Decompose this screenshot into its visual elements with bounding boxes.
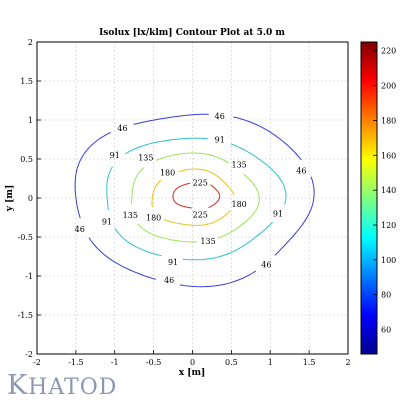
contour-label-135: 135	[123, 211, 138, 220]
x-tick-label: -0.5	[146, 358, 161, 367]
contour-line-91	[231, 143, 287, 198]
x-tick-label: 0.5	[225, 358, 238, 367]
contour-label-135: 135	[200, 237, 215, 246]
contour-line-135	[155, 152, 230, 164]
logo-text: HATOD	[28, 375, 118, 400]
contour-line-225	[172, 182, 192, 209]
contour-label-180: 180	[146, 214, 161, 223]
contour-label-180: 180	[232, 200, 247, 209]
colorbar-ticks: 60 80 100 120 140 160 180 200 220	[373, 47, 396, 335]
x-tick-label: -2	[33, 358, 41, 367]
contour-line-180	[178, 168, 235, 196]
colorbar-tick-label: 180	[381, 116, 396, 125]
contour-label-91: 91	[215, 136, 225, 145]
x-axis-label: x [m]	[179, 368, 206, 378]
x-tick-label: 0	[190, 358, 195, 367]
contour-line-46	[88, 237, 156, 280]
contour-label-46: 46	[296, 167, 306, 176]
x-tick-label: -1.5	[68, 358, 83, 367]
contour-line-180	[151, 179, 162, 207]
contour-line-135	[243, 173, 260, 199]
logo-initial: K	[7, 370, 29, 401]
y-tick-label: 0.5	[20, 155, 33, 164]
y-tick-label: 1.5	[20, 77, 33, 86]
contour-line-135	[131, 167, 145, 204]
contour-line-91	[114, 228, 162, 257]
y-tick-label: 1	[28, 116, 33, 125]
y-tick-label: -0.5	[18, 233, 33, 242]
x-tick-label: -1	[111, 358, 119, 367]
contour-line-225	[210, 184, 221, 196]
colorbar	[360, 41, 378, 355]
contour-label-46: 46	[117, 124, 127, 133]
contour-label-225: 225	[193, 178, 208, 187]
contour-line-91	[106, 166, 113, 211]
colorbar-tick-label: 80	[381, 291, 391, 300]
x-tick-label: 1	[268, 358, 273, 367]
khatod-logo: KHATOD	[7, 370, 117, 401]
contour-label-135: 135	[232, 160, 247, 169]
grid-lines	[37, 42, 348, 354]
colorbar-tick-label: 220	[381, 47, 396, 56]
contour-line-46	[74, 132, 111, 219]
chart-title: Isolux [lx/klm] Contour Plot at 5.0 m	[99, 28, 285, 38]
contour-line-46	[310, 176, 315, 199]
x-tick-label: 2	[345, 358, 350, 367]
contour-line-46	[233, 116, 302, 161]
y-tick-label: -1.5	[18, 311, 33, 320]
colorbar-tick-label: 60	[381, 326, 391, 335]
contour-label-46: 46	[75, 225, 85, 234]
axis-ticks: -2 -1.5 -1 -0.5 0 0.5 1 1.5 2 -2 -1.5 -1 -0.5 0 0.5 1 1.…	[18, 38, 351, 367]
contour-line-46	[179, 270, 257, 288]
contour-line-135	[217, 198, 260, 239]
y-tick-label: 2	[28, 38, 33, 47]
contour-line-135	[137, 223, 197, 243]
contour-label-135: 135	[138, 153, 153, 162]
contour-line-46	[133, 113, 209, 125]
contour-label-91: 91	[110, 151, 120, 160]
colorbar-tick-label: 100	[381, 256, 396, 265]
contour-line-180	[163, 210, 231, 226]
colorbar-tick-label: 140	[381, 186, 396, 195]
y-tick-label: -1	[25, 272, 33, 281]
contour-lines: 46 46 46 46 46 46 91 91 91 91 91 135 135 135 135 180 180…	[74, 112, 315, 288]
contour-label-91: 91	[273, 210, 283, 219]
colorbar-tick-label: 160	[381, 151, 396, 160]
colorbar-tick-label: 200	[381, 82, 396, 91]
contour-label-46: 46	[164, 276, 174, 285]
x-tick-label: 1.5	[303, 358, 316, 367]
contour-line-91	[182, 221, 274, 261]
contour-line-225	[208, 195, 221, 208]
contour-label-46: 46	[215, 112, 225, 121]
colorbar-tick-label: 120	[381, 221, 396, 230]
contour-label-46: 46	[261, 260, 271, 269]
contour-line-46	[274, 197, 315, 256]
contour-label-180: 180	[160, 168, 175, 177]
contour-line-91	[284, 197, 287, 205]
y-tick-label: 0	[28, 194, 33, 203]
contour-label-91: 91	[168, 258, 178, 267]
contour-label-225: 225	[193, 210, 208, 219]
contour-line-91	[125, 137, 208, 155]
contour-label-91: 91	[102, 217, 112, 226]
y-axis-label: y [m]	[5, 185, 15, 212]
y-tick-label: -2	[25, 350, 33, 359]
